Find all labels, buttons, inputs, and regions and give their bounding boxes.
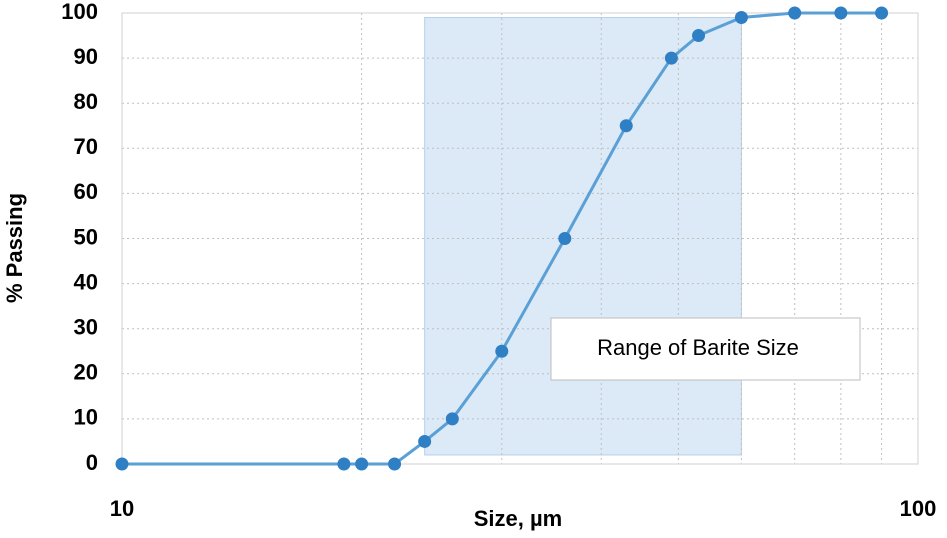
y-tick-label: 90: [74, 44, 98, 69]
x-axis-title: Size, µm: [474, 506, 562, 531]
y-tick-label: 0: [86, 450, 98, 475]
data-point: [495, 344, 509, 358]
data-point: [834, 6, 848, 20]
data-point: [115, 457, 129, 471]
data-point: [788, 6, 802, 20]
y-axis-title: % Passing: [2, 193, 27, 303]
x-tick-label: 100: [900, 496, 937, 521]
data-point: [337, 457, 351, 471]
annotation: Range of Barite Size: [597, 335, 799, 360]
y-tick-label: 30: [74, 315, 98, 340]
y-tick-label: 40: [74, 269, 98, 294]
x-tick-label: 10: [110, 496, 134, 521]
data-point: [445, 412, 459, 426]
data-point: [692, 29, 706, 43]
plot-frame: [121, 12, 919, 465]
data-point: [418, 434, 432, 448]
y-tick-label: 80: [74, 89, 98, 114]
y-tick-label: 10: [74, 405, 98, 430]
data-point: [388, 457, 402, 471]
data-point: [664, 51, 678, 65]
data-point: [619, 119, 633, 133]
y-tick-label: 60: [74, 179, 98, 204]
data-point: [875, 6, 889, 20]
data-point: [734, 11, 748, 25]
y-tick-label: 100: [61, 0, 98, 24]
data-point: [355, 457, 369, 471]
y-tick-label: 70: [74, 134, 98, 159]
y-tick-label: 20: [74, 360, 98, 385]
annotation-box: [550, 317, 861, 381]
y-tick-label: 50: [74, 224, 98, 249]
data-point: [558, 232, 572, 245]
